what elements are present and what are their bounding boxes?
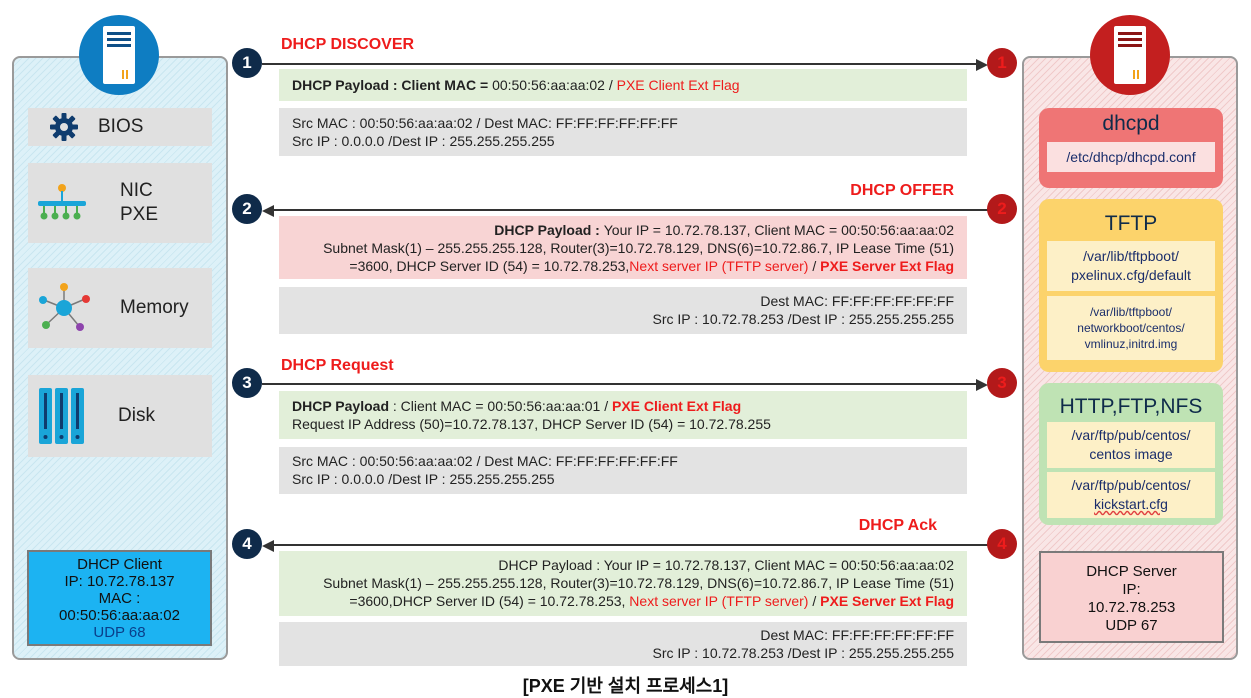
step2-badge-server: 2 — [987, 194, 1017, 224]
disk-icon — [32, 386, 92, 446]
step3-header: Src MAC : 00:50:56:aa:aa:02 / Dest MAC: … — [279, 447, 967, 494]
centos-image-path: /var/ftp/pub/centos/ centos image — [1047, 422, 1215, 468]
step2-arrow — [272, 209, 988, 211]
dhcpd-card: dhcpd /etc/dhcp/dhcpd.conf — [1039, 108, 1223, 188]
figure-caption: [PXE 기반 설치 프로세스1] — [522, 676, 729, 696]
server-icon — [1089, 14, 1171, 96]
client-box-title: DHCP Client — [77, 556, 162, 573]
step4-payload: DHCP Payload : Your IP = 10.72.78.137, C… — [279, 551, 967, 616]
tftp-kernel-path: /var/lib/tftpboot/ networkboot/centos/ v… — [1047, 296, 1215, 360]
tftp-title: TFTP — [1104, 212, 1158, 235]
tftp-card: TFTP /var/lib/tftpboot/ pxelinux.cfg/def… — [1039, 199, 1223, 372]
disk-label: Disk — [118, 405, 155, 426]
step1-arrowhead — [976, 58, 988, 76]
server-box-title: DHCP Server — [1086, 563, 1177, 580]
server-ip-label: IP: — [1122, 581, 1141, 598]
dhcp-server-box: DHCP Server IP: 10.72.78.253 UDP 67 — [1039, 551, 1224, 643]
dhcpd-conf-path: /etc/dhcp/dhcpd.conf — [1047, 142, 1215, 172]
step4-title: DHCP Ack — [858, 517, 937, 534]
gear-icon — [34, 112, 94, 142]
http-ftp-nfs-card: HTTP,FTP,NFS /var/ftp/pub/centos/ centos… — [1039, 383, 1223, 525]
http-ftp-nfs-title: HTTP,FTP,NFS — [1059, 395, 1203, 418]
step1-payload: DHCP Payload : Client MAC = 00:50:56:aa:… — [279, 69, 967, 101]
step1-badge-server: 1 — [987, 48, 1017, 78]
step4-badge-client: 4 — [232, 529, 262, 559]
dhcp-client-box: DHCP Client IP: 10.72.78.137 MAC : 00:50… — [27, 550, 212, 646]
step4-header: Dest MAC: FF:FF:FF:FF:FF:FF Src IP : 10.… — [279, 622, 967, 666]
step3-arrowhead — [976, 378, 988, 396]
step1-header: Src MAC : 00:50:56:aa:aa:02 / Dest MAC: … — [279, 108, 967, 156]
disk-card: Disk — [28, 375, 212, 457]
bios-card: BIOS — [28, 108, 212, 146]
step4-badge-server: 4 — [987, 529, 1017, 559]
nic-card: NIC PXE — [28, 163, 212, 243]
tftp-pxelinux-path: /var/lib/tftpboot/ pxelinux.cfg/default — [1047, 241, 1215, 291]
nic-icon — [32, 183, 92, 223]
step1-badge-client: 1 — [232, 48, 262, 78]
step3-badge-server: 3 — [987, 368, 1017, 398]
pxe-label: PXE — [120, 204, 159, 225]
step1-arrow — [262, 63, 977, 65]
step4-arrow — [272, 544, 988, 546]
memory-icon — [34, 280, 94, 336]
memory-card: Memory — [28, 268, 212, 348]
step3-arrow — [262, 383, 977, 385]
step4-arrowhead — [262, 539, 274, 557]
step3-badge-client: 3 — [232, 368, 262, 398]
memory-label: Memory — [120, 297, 189, 318]
client-udp: UDP 68 — [93, 624, 146, 641]
dhcpd-title: dhcpd — [1102, 112, 1160, 135]
server-ip: 10.72.78.253 — [1087, 599, 1176, 616]
step2-header: Dest MAC: FF:FF:FF:FF:FF:FF Src IP : 10.… — [279, 287, 967, 334]
client-server-icon — [78, 14, 160, 96]
step2-arrowhead — [262, 204, 274, 222]
client-ip: IP: 10.72.78.137 — [64, 573, 175, 590]
step3-title: DHCP Request — [281, 357, 394, 374]
step2-title: DHCP OFFER — [850, 182, 954, 199]
kickstart-path: /var/ftp/pub/centos/ kickstart.cfg — [1047, 472, 1215, 518]
bios-label: BIOS — [98, 116, 144, 137]
step2-badge-client: 2 — [232, 194, 262, 224]
nic-label: NIC — [120, 180, 153, 201]
server-udp: UDP 67 — [1105, 617, 1158, 634]
step3-payload: DHCP Payload : Client MAC = 00:50:56:aa:… — [279, 391, 967, 439]
client-mac-label: MAC : — [98, 590, 141, 607]
step2-payload: DHCP Payload : Your IP = 10.72.78.137, C… — [279, 216, 967, 279]
client-mac: 00:50:56:aa:aa:02 — [59, 607, 180, 624]
step1-title: DHCP DISCOVER — [281, 36, 415, 53]
